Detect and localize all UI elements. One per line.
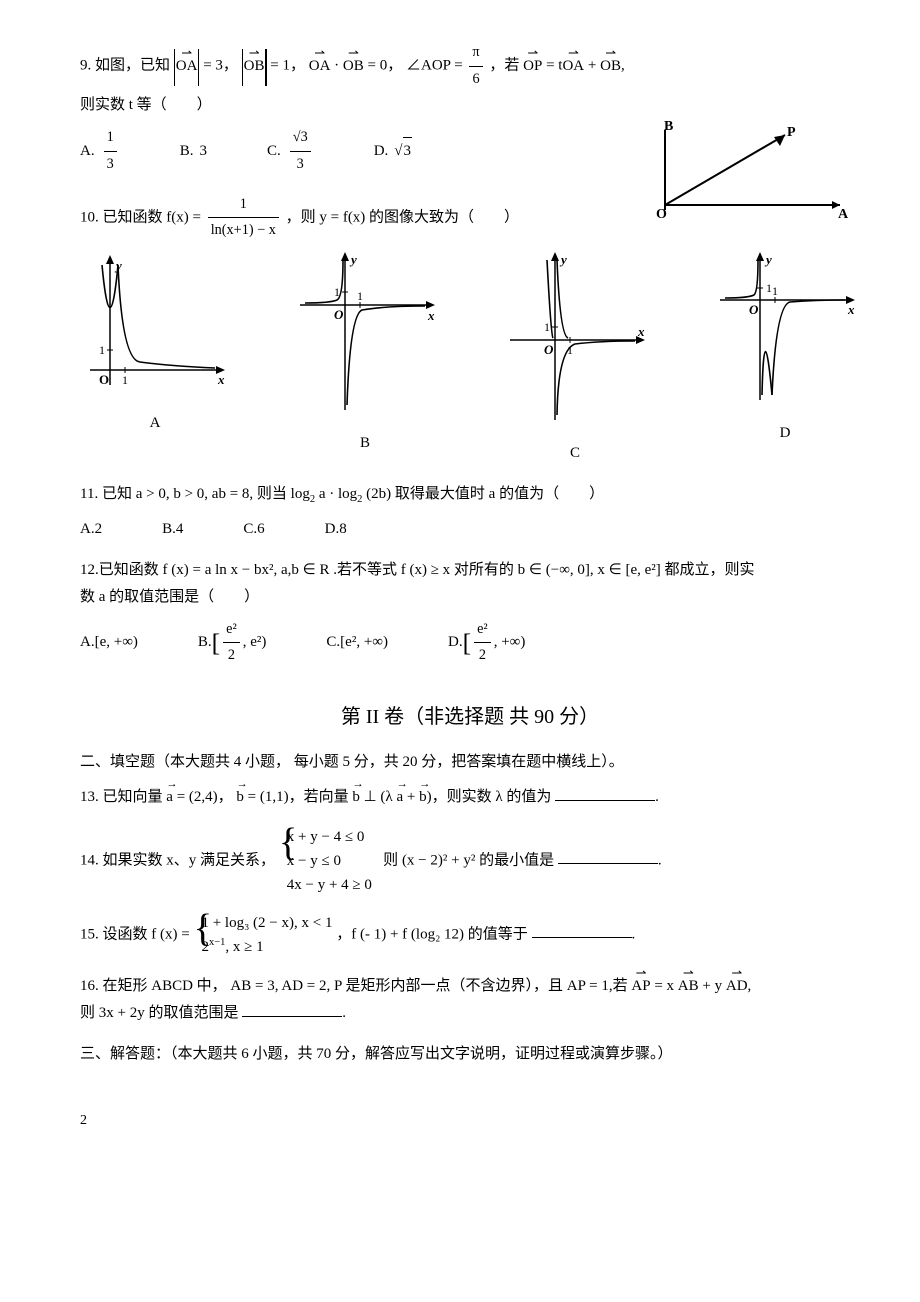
svg-text:y: y [349,252,357,267]
problem-9: 9. 如图，已知 OA = 3， OB = 1， OA · OB = 0， ∠A… [80,40,860,178]
svg-text:O: O [544,342,554,357]
graph-d: y x O 1 1 D [710,250,860,467]
problem-13: 13. 已知向量 a = (2,4)， b = (1,1)，若向量 b ⊥ (λ… [80,784,860,811]
qnum: 9. [80,58,91,74]
blank-13 [555,785,655,801]
problem-10: 10. 已知函数 f(x) = 1ln(x+1) − x ，则 y = f(x)… [80,192,860,467]
svg-text:O: O [99,372,109,387]
problem-14: 14. 如果实数 x、y 满足关系， { x + y − 4 ≤ 0 x − y… [80,825,860,897]
svg-text:y: y [559,252,567,267]
page-number: 2 [80,1108,860,1133]
graph-a: y x O 1 1 A [80,250,230,467]
svg-text:1: 1 [766,281,772,295]
svg-text:1: 1 [99,343,105,357]
problem-16: 16. 在矩形 ABCD 中， AB = 3, AD = 2, P 是矩形内部一… [80,973,860,1027]
svg-text:y: y [764,252,772,267]
blank-15 [532,922,632,938]
svg-text:O: O [749,302,759,317]
svg-text:1: 1 [772,284,778,298]
svg-text:1: 1 [357,289,363,303]
svg-text:x: x [217,372,225,387]
blank-14 [558,848,658,864]
graph-c: y x O 1 1 C [500,250,650,467]
section-title: 第 II 卷（非选择题 共 90 分） [80,699,860,735]
svg-text:B: B [664,120,673,134]
svg-text:1: 1 [122,373,128,387]
svg-text:x: x [847,302,855,317]
svg-text:P: P [787,125,796,140]
problem-15: 15. 设函数 f (x) = { 1 + log₃ (2 − x), x < … [80,911,860,959]
problem-12: 12.已知函数 f (x) = a ln x − bx², a,b ∈ R .若… [80,557,860,669]
svg-text:O: O [334,307,344,322]
svg-text:x: x [637,324,645,339]
blank-16 [242,1001,342,1017]
section-2-header: 二、填空题（本大题共 4 小题， 每小题 5 分，共 20 分，把答案填在题中横… [80,749,860,776]
problem-11: 11. 已知 a > 0, b > 0, ab = 8, 则当 log2 a ·… [80,481,860,543]
section-3-header: 三、解答题：（本大题共 6 小题，共 70 分，解答应写出文字说明，证明过程或演… [80,1041,860,1068]
svg-text:1: 1 [544,320,550,334]
graph-b: y x O 1 1 B [290,250,440,467]
svg-text:x: x [427,308,435,323]
